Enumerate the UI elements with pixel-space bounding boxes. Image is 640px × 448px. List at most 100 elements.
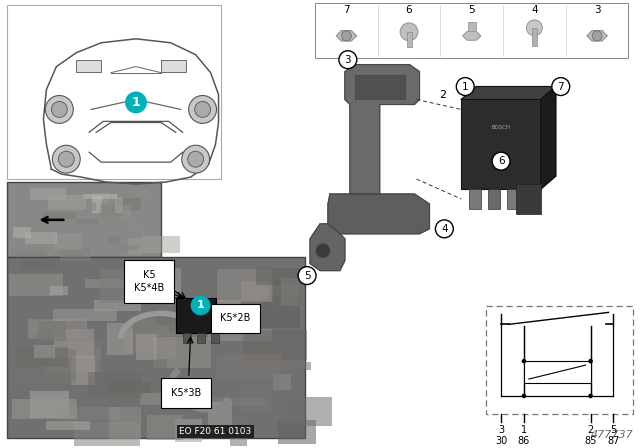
Polygon shape bbox=[541, 86, 556, 189]
Bar bbox=[15, 347, 68, 367]
Bar bbox=[176, 298, 216, 333]
Polygon shape bbox=[461, 86, 556, 99]
Bar bbox=[188, 311, 244, 334]
Bar bbox=[135, 190, 149, 194]
Polygon shape bbox=[587, 30, 607, 41]
Text: 2: 2 bbox=[588, 425, 594, 435]
Bar bbox=[100, 269, 128, 303]
Circle shape bbox=[182, 145, 209, 173]
Text: BOSCH: BOSCH bbox=[492, 125, 511, 130]
Circle shape bbox=[588, 359, 593, 363]
Bar bbox=[157, 344, 177, 358]
Bar bbox=[196, 395, 232, 405]
Circle shape bbox=[58, 151, 74, 167]
Bar bbox=[120, 245, 138, 250]
Bar bbox=[54, 329, 94, 358]
Bar bbox=[70, 356, 95, 385]
Text: K5
K5*4B: K5 K5*4B bbox=[134, 270, 164, 293]
Circle shape bbox=[188, 151, 204, 167]
Bar bbox=[281, 278, 299, 306]
Bar bbox=[469, 189, 481, 209]
Text: 5: 5 bbox=[304, 271, 310, 280]
Circle shape bbox=[52, 145, 80, 173]
Text: K5*3B: K5*3B bbox=[171, 388, 201, 398]
Circle shape bbox=[341, 31, 351, 41]
Bar bbox=[25, 233, 57, 244]
Bar bbox=[53, 233, 81, 250]
Circle shape bbox=[522, 359, 526, 363]
Bar bbox=[125, 331, 175, 353]
Bar bbox=[83, 194, 116, 198]
Text: 4: 4 bbox=[441, 224, 447, 234]
Text: 3: 3 bbox=[594, 5, 600, 15]
Circle shape bbox=[195, 102, 211, 117]
Circle shape bbox=[552, 78, 570, 95]
Bar bbox=[30, 188, 65, 200]
Bar bbox=[161, 60, 186, 72]
Circle shape bbox=[492, 152, 510, 170]
Bar bbox=[516, 184, 541, 214]
Bar bbox=[468, 22, 476, 36]
Bar bbox=[12, 399, 77, 419]
Bar bbox=[116, 198, 141, 210]
Bar bbox=[127, 226, 145, 231]
Bar bbox=[56, 407, 120, 420]
Text: 30: 30 bbox=[495, 436, 507, 446]
Bar bbox=[28, 319, 87, 339]
Bar bbox=[134, 319, 185, 336]
Text: 3: 3 bbox=[344, 55, 351, 65]
Bar bbox=[137, 268, 181, 293]
Circle shape bbox=[189, 95, 216, 123]
Bar bbox=[157, 312, 212, 324]
Text: 6: 6 bbox=[498, 156, 504, 166]
Bar bbox=[141, 237, 180, 253]
Circle shape bbox=[456, 78, 474, 95]
Text: 2: 2 bbox=[439, 90, 446, 99]
Bar bbox=[46, 421, 90, 431]
Bar bbox=[355, 75, 404, 99]
Text: 4: 4 bbox=[531, 5, 538, 15]
Bar bbox=[524, 361, 591, 383]
Bar bbox=[45, 347, 101, 373]
Bar bbox=[278, 420, 316, 444]
Bar bbox=[6, 5, 221, 179]
Bar bbox=[507, 189, 519, 209]
Bar bbox=[273, 374, 291, 390]
Circle shape bbox=[51, 102, 67, 117]
Bar bbox=[108, 383, 151, 393]
Bar bbox=[136, 334, 157, 360]
Bar bbox=[109, 407, 141, 439]
Text: 6: 6 bbox=[406, 5, 412, 15]
Bar bbox=[12, 250, 46, 257]
Text: 1: 1 bbox=[196, 301, 205, 310]
Text: 1: 1 bbox=[521, 425, 527, 435]
Bar bbox=[269, 280, 296, 306]
Text: K5*2B: K5*2B bbox=[220, 313, 251, 323]
Circle shape bbox=[527, 20, 542, 36]
Text: 1: 1 bbox=[132, 96, 140, 109]
Bar bbox=[256, 268, 301, 285]
Bar bbox=[60, 248, 92, 261]
Bar bbox=[29, 391, 68, 418]
Bar bbox=[120, 205, 131, 218]
Bar bbox=[143, 282, 177, 298]
Bar bbox=[50, 286, 68, 295]
Bar bbox=[161, 287, 177, 302]
Bar bbox=[88, 372, 142, 398]
Bar bbox=[93, 194, 110, 202]
Bar bbox=[28, 320, 66, 332]
Circle shape bbox=[298, 267, 316, 284]
Text: 5: 5 bbox=[611, 425, 616, 435]
Polygon shape bbox=[345, 65, 419, 194]
Bar bbox=[217, 353, 281, 378]
Circle shape bbox=[522, 394, 526, 398]
Bar bbox=[406, 32, 412, 47]
Text: 5: 5 bbox=[468, 5, 475, 15]
Polygon shape bbox=[310, 224, 345, 271]
Bar bbox=[248, 362, 311, 370]
Bar bbox=[140, 393, 195, 405]
Bar bbox=[315, 3, 628, 58]
Bar bbox=[260, 295, 300, 328]
Bar bbox=[153, 336, 211, 368]
Bar bbox=[216, 269, 272, 302]
